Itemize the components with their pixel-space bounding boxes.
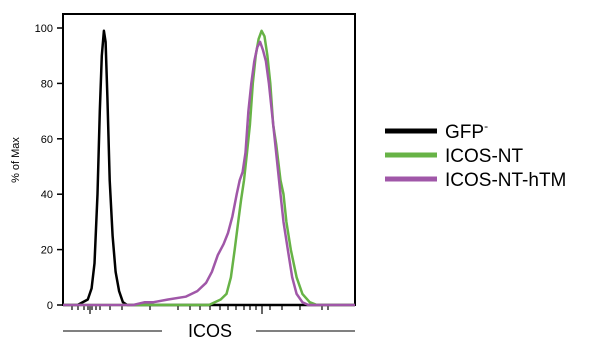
- y-tick-label: 60: [41, 134, 53, 146]
- series-line-icos-nt: [63, 29, 355, 307]
- series-layer: [63, 29, 355, 307]
- y-tick-label: 40: [41, 189, 53, 201]
- series-line-icos-nt-htm: [63, 40, 355, 307]
- series-line-gfp: [63, 29, 355, 307]
- legend: GFP- ICOS-NT ICOS-NT-hTM: [385, 119, 566, 191]
- legend-label: GFP-: [445, 119, 488, 143]
- y-tick-label: 100: [35, 23, 53, 35]
- y-axis: 0 20 40 60 80 100: [35, 23, 63, 312]
- y-axis-label: % of Max: [10, 137, 22, 183]
- legend-label: ICOS-NT: [445, 146, 524, 167]
- x-axis-ticks: [71, 306, 329, 314]
- legend-label: ICOS-NT-hTM: [445, 170, 566, 191]
- legend-superscript: -: [484, 119, 488, 133]
- x-axis-label: ICOS: [188, 321, 232, 341]
- y-tick-label: 80: [41, 78, 53, 90]
- y-tick-label: 0: [47, 300, 53, 312]
- y-tick-label: 20: [41, 245, 53, 257]
